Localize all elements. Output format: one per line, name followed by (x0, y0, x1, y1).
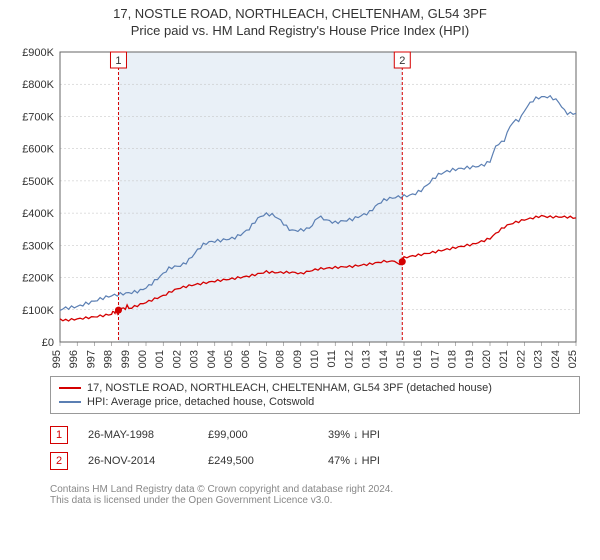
marker-badge: 1 (50, 426, 68, 444)
marker-table: 1 26-MAY-1998 £99,000 39% ↓ HPI 2 26-NOV-2014… (50, 422, 580, 474)
x-tick-label: 2009 (292, 350, 304, 368)
x-tick-label: 2022 (515, 350, 527, 368)
x-tick-label: 2019 (464, 350, 476, 368)
marker-delta: 39% ↓ HPI (328, 429, 428, 441)
legend-row: HPI: Average price, detached house, Cots… (59, 395, 571, 409)
x-tick-label: 2006 (240, 350, 252, 368)
x-tick-label: 2010 (309, 350, 321, 368)
x-tick-label: 2011 (326, 350, 338, 368)
chart-container: £0 £100K £200K £300K £400K £500K £600K £700K £80… (10, 44, 590, 368)
footer-attribution: Contains HM Land Registry data © Crown c… (50, 484, 580, 506)
marker-dot (115, 307, 122, 314)
shaded-band (118, 52, 402, 342)
x-tick-label: 2015 (395, 350, 407, 368)
legend-row: 17, NOSTLE ROAD, NORTHLEACH, CHELTENHAM,… (59, 381, 571, 395)
title-subtitle: Price paid vs. HM Land Registry's House … (0, 23, 600, 38)
legend-swatch (59, 387, 81, 389)
footer-line2: This data is licensed under the Open Gov… (50, 495, 580, 506)
x-tick-label: 2016 (412, 350, 424, 368)
x-tick-label: 2007 (257, 350, 269, 368)
x-tick-label: 2001 (154, 350, 166, 368)
x-tick-label: 2013 (361, 350, 373, 368)
title-block: 17, NOSTLE ROAD, NORTHLEACH, CHELTENHAM,… (0, 0, 600, 38)
marker-number: 2 (399, 55, 405, 67)
x-tick-label: 2002 (171, 350, 183, 368)
marker-date: 26-MAY-1998 (88, 429, 188, 441)
marker-row: 2 26-NOV-2014 £249,500 47% ↓ HPI (50, 448, 580, 474)
x-tick-label: 2021 (498, 350, 510, 368)
y-tick-label: £300K (22, 240, 54, 252)
x-tick-label: 1999 (120, 350, 132, 368)
x-tick-label: 2023 (533, 350, 545, 368)
x-tick-label: 2025 (567, 350, 579, 368)
footer-line1: Contains HM Land Registry data © Crown c… (50, 484, 580, 495)
y-tick-label: £700K (22, 111, 54, 123)
y-tick-label: £200K (22, 273, 54, 285)
y-tick-label: £400K (22, 208, 54, 220)
legend-label: HPI: Average price, detached house, Cots… (87, 396, 314, 408)
x-tick-label: 2005 (223, 350, 235, 368)
marker-dot (399, 258, 406, 265)
x-tick-label: 1995 (51, 350, 63, 368)
x-tick-label: 2020 (481, 350, 493, 368)
marker-price: £99,000 (208, 429, 308, 441)
x-tick-label: 2012 (343, 350, 355, 368)
x-tick-label: 2018 (447, 350, 459, 368)
x-tick-label: 2008 (275, 350, 287, 368)
marker-date: 26-NOV-2014 (88, 455, 188, 467)
x-tick-label: 1997 (85, 350, 97, 368)
x-tick-label: 1996 (68, 350, 80, 368)
y-tick-label: £600K (22, 144, 54, 156)
x-tick-label: 2004 (206, 350, 218, 368)
y-tick-label: £100K (22, 305, 54, 317)
x-tick-label: 1998 (103, 350, 115, 368)
x-tick-label: 2000 (137, 350, 149, 368)
y-tick-label: £900K (22, 47, 54, 59)
marker-badge: 2 (50, 452, 68, 470)
marker-row: 1 26-MAY-1998 £99,000 39% ↓ HPI (50, 422, 580, 448)
x-tick-label: 2024 (550, 350, 562, 368)
marker-number: 1 (115, 55, 121, 67)
y-tick-label: £0 (42, 337, 54, 349)
price-chart: £0 £100K £200K £300K £400K £500K £600K £700K £80… (10, 44, 586, 368)
y-tick-label: £500K (22, 176, 54, 188)
title-address: 17, NOSTLE ROAD, NORTHLEACH, CHELTENHAM,… (0, 6, 600, 21)
x-tick-label: 2014 (378, 350, 390, 368)
marker-delta: 47% ↓ HPI (328, 455, 428, 467)
legend-swatch (59, 401, 81, 403)
legend: 17, NOSTLE ROAD, NORTHLEACH, CHELTENHAM,… (50, 376, 580, 414)
x-tick-label: 2017 (429, 350, 441, 368)
legend-label: 17, NOSTLE ROAD, NORTHLEACH, CHELTENHAM,… (87, 382, 492, 394)
marker-price: £249,500 (208, 455, 308, 467)
x-tick-label: 2003 (189, 350, 201, 368)
y-tick-label: £800K (22, 79, 54, 91)
